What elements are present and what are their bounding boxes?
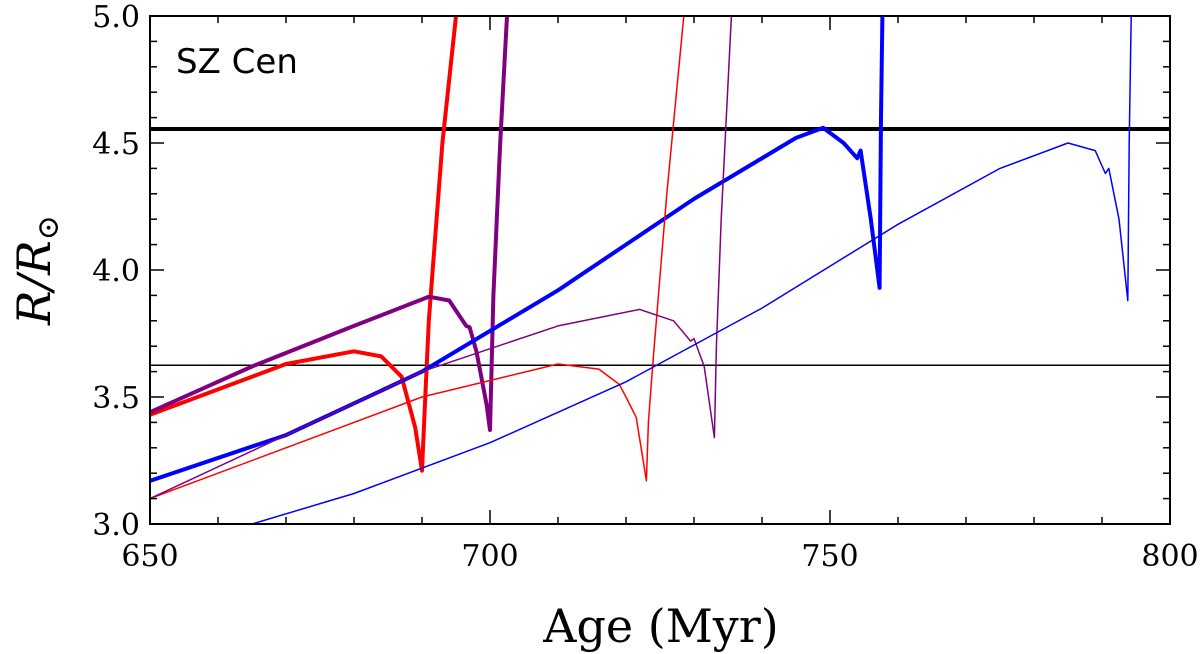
series-blue-thin (251, 16, 1132, 524)
series-purple-thick (150, 16, 509, 432)
series-group (150, 16, 1170, 524)
y-tick-label: 5.0 (92, 0, 140, 35)
y-axis-label-sub: ⊙ (31, 215, 66, 240)
x-axis-label: Age (Myr) (542, 599, 778, 653)
y-axis-label: R/R⊙ (7, 215, 66, 326)
y-tick-label: 4.5 (92, 127, 140, 162)
axis-ticks (149, 15, 1171, 525)
y-tick-label: 3.0 (92, 508, 140, 543)
series-purple-thin (150, 16, 733, 500)
y-axis-label-main: R/R (7, 240, 61, 326)
y-tick-label: 3.5 (92, 381, 140, 416)
series-red-thin (150, 16, 685, 500)
x-tick-label: 800 (1141, 539, 1198, 574)
y-axis-label-group: R/R⊙ (7, 215, 66, 326)
tick-labels: 650 700 750 800 3.0 3.5 4.0 4.5 5.0 (92, 0, 1198, 574)
x-tick-label: 750 (801, 539, 858, 574)
chart-annotation: SZ Cen (176, 42, 298, 82)
x-tick-label: 650 (121, 539, 178, 574)
series-blue-thick (150, 16, 885, 483)
y-tick-label: 4.0 (92, 254, 140, 289)
series-red-thick (150, 16, 458, 473)
plot-lines (150, 16, 1170, 524)
x-tick-label: 700 (461, 539, 518, 574)
